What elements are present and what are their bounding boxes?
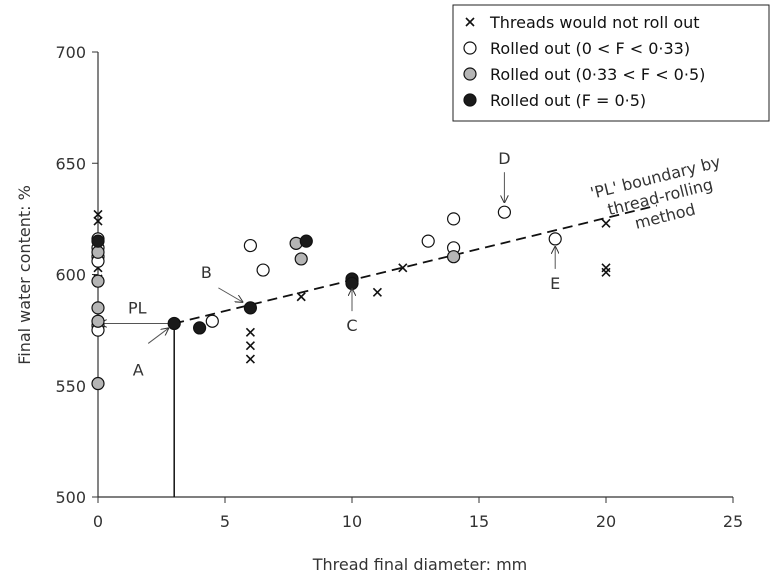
point-x	[601, 267, 611, 277]
point-x	[601, 218, 611, 228]
point-x	[296, 292, 306, 302]
annotation-label-b: B	[201, 263, 212, 282]
x-mark-stroke	[245, 327, 255, 337]
legend-label: Rolled out (0 < F < 0·33)	[490, 39, 690, 58]
y-axis-label: Final water content: %	[15, 185, 34, 365]
point-filled-circle	[193, 321, 207, 335]
y-tick-label: 600	[55, 266, 86, 285]
pl-marker-group: PL	[100, 298, 175, 497]
point-x	[93, 209, 103, 219]
y-tick-label: 700	[55, 43, 86, 62]
legend-marker-x	[465, 17, 475, 27]
point-open-circle	[205, 314, 219, 328]
data-points	[91, 205, 611, 391]
x-mark-stroke	[245, 341, 255, 351]
annotation-label-d: D	[498, 149, 510, 168]
x-tick-label: 10	[342, 512, 362, 531]
y-tick-label: 550	[55, 377, 86, 396]
x-mark-stroke	[372, 287, 382, 297]
point-grey-circle	[91, 376, 105, 391]
point-grey-circle	[447, 250, 461, 264]
point-filled-circle	[345, 276, 359, 290]
x-mark-stroke	[296, 292, 306, 302]
point-grey-circle	[91, 245, 105, 259]
point-filled-circle	[243, 301, 257, 315]
legend-label: Rolled out (F = 0·5)	[490, 91, 646, 110]
legend-marker-filled-circle	[463, 93, 477, 107]
annotation-label-c: C	[346, 316, 357, 335]
x-mark-stroke	[398, 263, 408, 273]
point-x	[245, 327, 255, 337]
point-open-circle	[243, 238, 257, 253]
x-tick-label: 5	[220, 512, 230, 531]
x-tick-label: 15	[469, 512, 489, 531]
boundary-label: 'PL' boundary by thread-rolling method	[588, 152, 722, 233]
annotation-arrow-b	[218, 287, 242, 302]
point-open-circle	[421, 234, 435, 248]
x-axis-label: Thread final diameter: mm	[312, 555, 527, 574]
x-tick-label: 0	[93, 512, 103, 531]
ticks: 0 5 10 15 20 25 500 550 600 650 700	[55, 43, 743, 531]
point-x	[372, 287, 382, 297]
point-open-circle	[256, 263, 270, 277]
annotation-label-a: A	[133, 360, 144, 379]
legend-marker-grey-circle	[463, 67, 477, 81]
y-tick-label: 500	[55, 488, 86, 507]
point-open-circle	[447, 212, 461, 226]
point-grey-circle	[91, 314, 105, 328]
legend: Threads would not roll out Rolled out (0 …	[452, 4, 770, 122]
point-x	[601, 263, 611, 273]
x-mark-stroke	[245, 354, 255, 364]
legend-marker-open-circle	[463, 41, 477, 55]
point-x	[93, 216, 103, 226]
legend-label: Threads would not roll out	[489, 13, 700, 32]
x-tick-label: 25	[723, 512, 743, 531]
point-open-circle	[497, 205, 511, 219]
point-grey-circle	[91, 274, 105, 288]
x-mark-stroke	[601, 267, 611, 277]
x-mark-stroke	[465, 17, 475, 27]
legend-label: Rolled out (0·33 < F < 0·5)	[490, 65, 705, 84]
x-mark-stroke	[601, 218, 611, 228]
point-x	[245, 341, 255, 351]
point-filled-circle	[167, 316, 181, 331]
annotation-label-e: E	[550, 274, 560, 293]
x-tick-label: 20	[596, 512, 616, 531]
annotation-arrow-a	[147, 328, 168, 344]
point-grey-circle	[294, 252, 308, 266]
point-filled-circle	[299, 234, 313, 248]
point-x	[398, 263, 408, 273]
point-x	[245, 354, 255, 364]
x-mark-stroke	[93, 209, 103, 219]
legend-box	[452, 4, 770, 122]
pl-label: PL	[128, 298, 147, 317]
point-filled-circle	[91, 234, 105, 248]
point-open-circle	[548, 232, 562, 246]
annotations: A B C D E	[133, 149, 561, 379]
x-mark-stroke	[93, 216, 103, 226]
point-grey-circle	[91, 301, 105, 315]
y-tick-label: 650	[55, 154, 86, 173]
